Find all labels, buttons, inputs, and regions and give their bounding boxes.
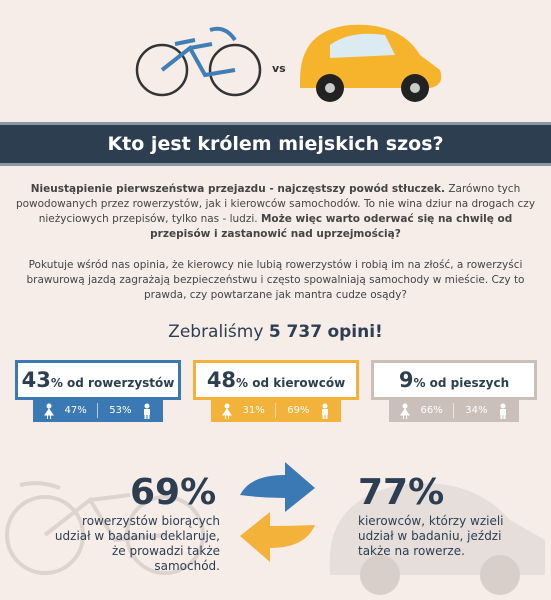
male-icon [322, 403, 329, 419]
group-share: 9 [398, 368, 414, 392]
bottom-illustration [5, 462, 545, 595]
intro-text: Zarówno tych powodowanych przez rowerzys… [15, 183, 536, 225]
women-share: 66% [420, 405, 443, 416]
summary-suffix: opini! [327, 322, 383, 342]
summary-count: 5 737 [268, 322, 323, 342]
banner: Kto jest królem miejskich szos? [0, 122, 551, 166]
group-share: 48 [206, 368, 237, 392]
intro-paragraph: Pokutuje wśród nas opinia, że kierowcy n… [26, 259, 525, 301]
intro-paragraph: Nieustąpienie pierwszeństwa przejazdu - … [12, 182, 539, 242]
intro-bold: Może więc warto oderwać się na chwilę od… [150, 213, 513, 240]
fact-text: rowerzystów biorących udział w badaniu d… [54, 514, 220, 573]
group-gender: 31% 69% [211, 399, 341, 422]
fact-value: 69% [130, 472, 217, 513]
women-share: 47% [64, 405, 87, 416]
divider [275, 403, 277, 418]
female-icon [399, 403, 410, 419]
banner-title: Kto jest królem miejskich szos? [107, 133, 444, 155]
group-gender: 66% 34% [389, 399, 519, 422]
intro-bold: Nieustąpienie pierwszeństwa przejazdu - … [30, 183, 445, 195]
fact: 69% [130, 472, 216, 513]
summary-prefix: Zebraliśmy [168, 322, 264, 342]
illustration: vs [135, 24, 442, 102]
group-label: % od kierowców [236, 376, 346, 390]
summary: Zebraliśmy 5 737 opini! [0, 322, 551, 342]
group-box: 9% od pieszych [371, 360, 537, 400]
fact-value: 77% [358, 472, 445, 513]
group-share: 43 [21, 368, 51, 392]
vs-label: vs [272, 62, 286, 75]
female-icon [221, 403, 232, 419]
group-label: % od rowerzystów [50, 376, 175, 390]
fact-text: kierowców, którzy wzieli udział w badani… [358, 514, 504, 558]
female-icon [43, 403, 54, 419]
men-share: 34% [465, 405, 488, 416]
group-label: % od pieszych [413, 376, 510, 390]
men-share: 53% [109, 405, 132, 416]
divider [453, 403, 455, 418]
men-share: 69% [287, 405, 310, 416]
group-box: 48% od kierowców [193, 360, 359, 400]
fact: 77% [358, 472, 444, 513]
male-icon [500, 403, 507, 419]
male-icon [144, 403, 151, 419]
group-gender: 47% 53% [33, 399, 163, 422]
women-share: 31% [242, 405, 265, 416]
group-box: 43% od rowerzystów [15, 360, 181, 400]
divider [97, 403, 99, 418]
